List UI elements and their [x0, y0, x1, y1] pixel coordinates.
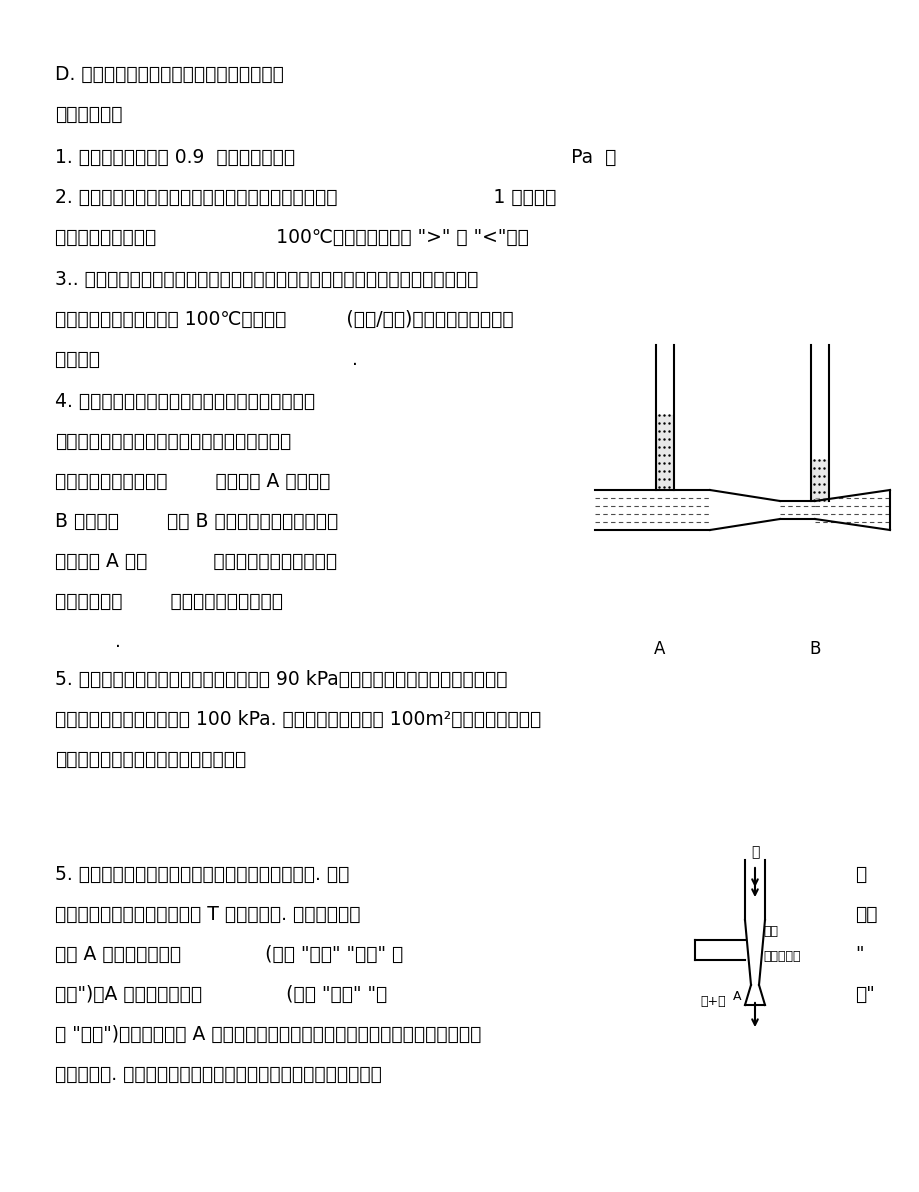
Text: 1. 某山顶大气压强为 0.9  个标准大气压即                                              Pa  ；: 1. 某山顶大气压强为 0.9 个标准大气压即 Pa ； [55, 148, 616, 167]
Text: 抽气的目的. 这种流体抽气机抽腐蚀性气体时比金属抽气机优越。: 抽气的目的. 这种流体抽气机抽腐蚀性气体时比金属抽气机优越。 [55, 1064, 381, 1084]
Text: 用，: 用， [854, 905, 877, 924]
Text: 2. 高压锅容易把食物煮烂，是因为锅内水面上方的气压                          1 个标准大: 2. 高压锅容易把食物煮烂，是因为锅内水面上方的气压 1 个标准大 [55, 188, 556, 207]
Text: 【课后作业】: 【课后作业】 [55, 105, 122, 124]
Text: 不变")，A 处气体的压强将              (选填 "减小" "增: 不变")，A 处气体的压强将 (选填 "减小" "增 [55, 985, 387, 1004]
Text: A: A [732, 991, 741, 1002]
Text: 喷口 A 处气流的速度将              (选填 "减小" "增大" 或: 喷口 A 处气流的速度将 (选填 "减小" "增大" 或 [55, 945, 403, 964]
Text: .: . [55, 632, 120, 651]
Text: 水: 水 [750, 845, 758, 859]
Text: 气+水: 气+水 [699, 995, 725, 1008]
Text: 3.. 在制糖工业中，要用沸腾的办法除去糖汁中的水分，为了使糖在沸腾的时候不致: 3.. 在制糖工业中，要用沸腾的办法除去糖汁中的水分，为了使糖在沸腾的时候不致 [55, 271, 478, 288]
Text: 大的地方压强        ，在流速小的地方压强: 大的地方压强 ，在流速小的地方压强 [55, 592, 283, 611]
Text: 让自来水流入具有内置喷口的 T 型玻璃管内. 由于水流的作: 让自来水流入具有内置喷口的 T 型玻璃管内. 由于水流的作 [55, 905, 360, 924]
Text: 4. 如图所示的装置接到水流稳定的自来水上，当水: 4. 如图所示的装置接到水流稳定的自来水上，当水 [55, 392, 315, 411]
Text: D. 用吸盘能将玻璃板提起是分子引力的作用: D. 用吸盘能将玻璃板提起是分子引力的作用 [55, 66, 284, 83]
Text: 在水管中流动时，可以看到粗管上方的管中液面: 在水管中流动时，可以看到粗管上方的管中液面 [55, 432, 291, 451]
Text: 变质，沸腾的温度要低于 100℃，只需要          (升高/降低)糖汁表面上方气压，: 变质，沸腾的温度要低于 100℃，只需要 (升高/降低)糖汁表面上方气压， [55, 310, 513, 329]
Text: A: A [653, 640, 665, 658]
Text: 时: 时 [854, 865, 866, 884]
Text: 速显然比 A 处的           ，由此可知：流体的流速: 速显然比 A 处的 ，由此可知：流体的流速 [55, 552, 336, 571]
Text: 或 "不变")，从而使喷口 A 处的气体和抽气容器内的气体之间产生压力差，以达到: 或 "不变")，从而使喷口 A 处的气体和抽气容器内的气体之间产生压力差，以达到 [55, 1025, 481, 1044]
Text: 待抽气容器: 待抽气容器 [762, 950, 800, 963]
Text: B: B [809, 640, 820, 658]
Text: 大": 大" [854, 985, 874, 1004]
Text: 这是因为                                          .: 这是因为 . [55, 350, 357, 370]
Text: 气压，锅内水的沸点                    100℃（以上两空选填 ">" 或 "<"）。: 气压，锅内水的沸点 100℃（以上两空选填 ">" 或 "<"）。 [55, 228, 528, 247]
Text: 比细管上方的管中液面        ，这说明 A 处压强比: 比细管上方的管中液面 ，这说明 A 处压强比 [55, 472, 330, 491]
Text: 掀飞，求屋顶所受到的内外压力的差？: 掀飞，求屋顶所受到的内外压力的差？ [55, 750, 246, 769]
Text: 连接: 连接 [762, 925, 777, 938]
Text: B 处的压强        ，而 B 处的横截面积小，水的流: B 处的压强 ，而 B 处的横截面积小，水的流 [55, 513, 338, 530]
Text: 压是标准大气压，粗略取作 100 kPa. 若室内屋顶的面积是 100m²，这时屋顶足以被: 压是标准大气压，粗略取作 100 kPa. 若室内屋顶的面积是 100m²，这时… [55, 710, 540, 730]
Text: 5. 一次龙卷风发生时，屋外气压急剧降到 90 kPa；当时门窗紧闭，可以认为室内气: 5. 一次龙卷风发生时，屋外气压急剧降到 90 kPa；当时门窗紧闭，可以认为室… [55, 670, 507, 689]
Text: ": " [854, 945, 863, 964]
Text: 5. 化学实验室里常用的水流抽气机的结构如图所示. 使用: 5. 化学实验室里常用的水流抽气机的结构如图所示. 使用 [55, 865, 349, 884]
